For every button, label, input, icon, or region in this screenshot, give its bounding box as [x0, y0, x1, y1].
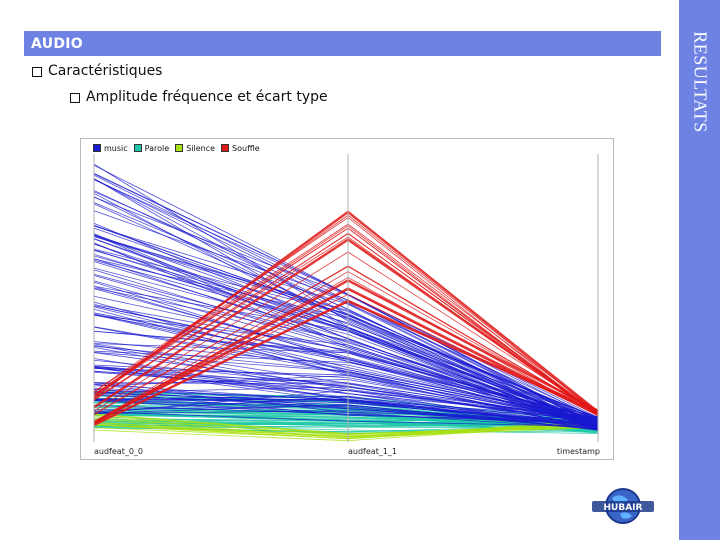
legend-label: music: [104, 143, 128, 153]
legend-swatch: [93, 144, 101, 152]
bullet-1-text: Caractéristiques: [48, 63, 163, 79]
axis-label: timestamp: [557, 447, 600, 456]
axis-label: audfeat_1_1: [348, 447, 397, 456]
checkbox-bullet-icon: [70, 92, 80, 103]
legend-label: Souffle: [232, 143, 260, 153]
svg-text:HUBAIR: HUBAIR: [604, 503, 643, 513]
legend-label: Silence: [186, 143, 216, 153]
axis-label: audfeat_0_0: [94, 447, 143, 456]
section-title-bar: AUDIO: [24, 31, 661, 56]
parallel-coordinates-chart: audfeat_0_0 audfeat_1_1 timestamp music Par…: [80, 138, 614, 460]
legend-item-silence: Silence: [175, 142, 215, 154]
legend-label: Parole: [144, 143, 170, 153]
bullet-2-text: Amplitude fréquence et écart type: [86, 89, 328, 105]
checkbox-bullet-icon: [32, 66, 42, 77]
side-band: [679, 0, 720, 540]
side-label: RESULTATS: [690, 31, 711, 133]
bullet-characteristics: Caractéristiques: [32, 63, 162, 79]
bullet-amplitude: Amplitude fréquence et écart type: [70, 89, 328, 105]
legend-item-parole: Parole: [133, 142, 170, 154]
legend-swatch: [175, 144, 184, 152]
chart-axes: audfeat_0_0 audfeat_1_1 timestamp: [93, 154, 600, 456]
legend-item-music: music: [93, 142, 128, 154]
legend-item-souffle: Souffle: [221, 142, 260, 154]
chart-legend: music Parole Silence Souffle: [93, 142, 260, 154]
legend-swatch: [221, 144, 230, 152]
section-title: AUDIO: [31, 36, 84, 52]
hubair-logo: HUBAIR: [592, 488, 654, 524]
chart-canvas: audfeat_0_0 audfeat_1_1 timestamp: [80, 138, 614, 460]
legend-swatch: [133, 144, 142, 152]
